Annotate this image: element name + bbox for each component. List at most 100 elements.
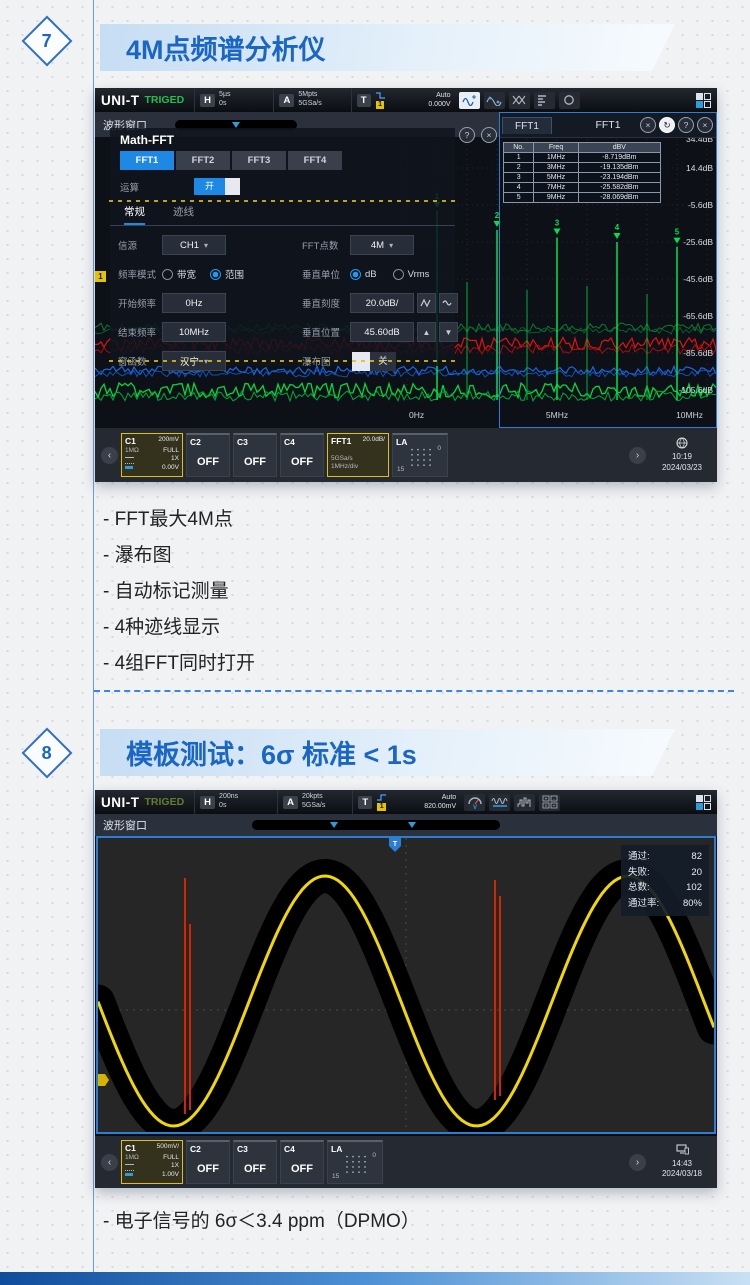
la-card[interactable]: LA 0 15	[392, 433, 448, 477]
trigger-status: TRIGED	[144, 796, 185, 808]
channel3-card[interactable]: C3 OFF	[233, 433, 277, 477]
xy-display-icon[interactable]	[508, 91, 530, 109]
histogram-icon[interactable]	[514, 793, 536, 811]
vunit-vrms-radio[interactable]: Vrms	[392, 268, 429, 280]
scope2-channel-bar: C1 500mV/ 1MΩ FULL 1X 1.00V C2 OFF C3 OFF C4…	[95, 1136, 717, 1188]
acquire-settings-block[interactable]: A 20kpts 5GSa/s	[277, 790, 330, 814]
waveform-gen-icon[interactable]	[489, 793, 511, 811]
end-freq-field[interactable]: 10MHz	[162, 322, 226, 342]
la-low: 0	[372, 1152, 376, 1159]
memory-depth-value: 20kpts	[302, 793, 323, 801]
c4-off-label: OFF	[291, 456, 313, 468]
fft1-tab[interactable]: FFT1	[502, 116, 552, 134]
horizontal-scrollbar[interactable]	[252, 820, 500, 830]
ground-level-icon	[125, 466, 133, 470]
svg-text:34.4dB: 34.4dB	[686, 134, 713, 144]
network-clock-icon	[676, 437, 688, 449]
fft1-close-icon[interactable]	[640, 117, 656, 133]
waveform-window-close-icon[interactable]	[481, 127, 497, 143]
fft1-refresh-icon[interactable]	[659, 117, 675, 133]
horizontal-settings-block[interactable]: H 200ns 0s	[194, 790, 243, 814]
scroll-position-marker[interactable]	[232, 121, 240, 128]
vertical-pos-field[interactable]: 45.60dB	[350, 322, 414, 342]
tab-fft2[interactable]: FFT2	[176, 151, 230, 170]
channel4-card[interactable]: C4 OFF	[280, 1140, 324, 1184]
svg-text:14.4dB: 14.4dB	[686, 163, 713, 173]
fft1-close2-icon[interactable]	[697, 117, 713, 133]
channel-bar-left-icon[interactable]	[101, 1153, 118, 1171]
channel-bar-left-icon[interactable]	[101, 446, 118, 464]
trigger-settings-block[interactable]: T 1	[350, 88, 391, 112]
operation-toggle[interactable]: 开	[194, 178, 240, 195]
scope2-display-area: 波形窗口 T 通过: 82 失败: 20 总数: 102 通过率: 80%	[95, 814, 717, 1136]
math-functions-icon[interactable]: + - × ÷	[539, 793, 561, 811]
vertical-scale-label: 垂直刻度	[302, 299, 341, 310]
t-key: T	[356, 93, 371, 107]
position-down-icon[interactable]: ▼	[439, 322, 458, 342]
fft-card-div: 1MHz/div	[331, 463, 359, 471]
cursor-measure-icon[interactable]	[458, 91, 480, 109]
mask-test-waveform: T	[98, 838, 714, 1132]
channel2-card[interactable]: C2 OFF	[186, 1140, 230, 1184]
channel4-card[interactable]: C4 OFF	[280, 433, 324, 477]
dvm-gauge-icon[interactable]: V	[464, 793, 486, 811]
stat-row: 通过率: 80%	[628, 896, 702, 912]
waterfall-label: 瀑布图	[302, 357, 331, 368]
ch1-position-marker[interactable]: 1	[95, 271, 106, 282]
freq-mode-bandwidth-radio[interactable]: 带宽	[162, 267, 196, 281]
stat-label: 通过:	[628, 851, 650, 862]
channel3-card[interactable]: C3 OFF	[233, 1140, 277, 1184]
scale-coarse-icon[interactable]	[417, 293, 436, 313]
fft-points-value: 4M	[370, 239, 385, 251]
window-layout-icon[interactable]	[696, 794, 711, 810]
freq-mode-range-radio[interactable]: 范围	[210, 267, 244, 281]
channel1-card[interactable]: C1 200mV 1MΩ FULL 1X 0.00V	[121, 433, 183, 477]
subtab-normal[interactable]: 常规	[124, 204, 145, 225]
bullet-item: - 4种迹线显示	[103, 617, 221, 638]
channel2-card[interactable]: C2 OFF	[186, 433, 230, 477]
clock-block: 10:19 2024/03/23	[653, 437, 711, 473]
subtab-trace[interactable]: 迹线	[173, 206, 194, 218]
tab-fft3[interactable]: FFT3	[232, 151, 286, 170]
t-key: T	[358, 795, 373, 809]
horizontal-settings-block[interactable]: H 5µs 0s	[194, 88, 235, 112]
footer-gradient-bar	[0, 1272, 750, 1285]
fft1-help-icon[interactable]	[678, 117, 694, 133]
freq-mode-label: 频率模式	[118, 270, 157, 281]
coupling-icon	[125, 457, 134, 465]
window-layout-icon[interactable]	[696, 92, 711, 108]
trigger-settings-block[interactable]: T 1	[352, 790, 392, 814]
position-up-icon[interactable]: ▲	[417, 322, 436, 342]
stat-label: 总数:	[628, 882, 650, 894]
timebase-value: 5µs	[219, 91, 231, 99]
vunit-db-radio[interactable]: dB	[350, 268, 377, 280]
start-freq-field[interactable]: 0Hz	[162, 293, 226, 313]
section-8-header: 模板测试：6σ 标准 < 1s	[100, 729, 675, 776]
search-icon[interactable]	[558, 91, 580, 109]
measure-list-icon[interactable]	[533, 91, 555, 109]
vertical-scale-field[interactable]: 20.0dB/	[350, 293, 414, 313]
scroll-marker-1[interactable]	[330, 822, 338, 828]
scroll-marker-2[interactable]	[408, 822, 416, 828]
fft-points-select[interactable]: 4M	[350, 235, 414, 255]
tab-fft1[interactable]: FFT1	[120, 151, 174, 170]
waveform-window-help-icon[interactable]	[459, 127, 475, 143]
tab-fft4[interactable]: FFT4	[288, 151, 342, 170]
channel-bar-right-icon[interactable]	[629, 1153, 646, 1171]
date-value: 2024/03/18	[661, 1169, 703, 1179]
fft-points-label: FFT点数	[302, 241, 339, 252]
channel-bar-right-icon[interactable]	[629, 446, 646, 464]
scale-fine-icon[interactable]	[439, 293, 458, 313]
source-select[interactable]: CH1	[162, 235, 226, 255]
acquire-settings-block[interactable]: A 5Mpts 5GSa/s	[273, 88, 326, 112]
c1-offset: 1.00V	[162, 1171, 179, 1179]
date-value: 2024/03/23	[661, 462, 703, 472]
fft1-card[interactable]: FFT1 20.0dB/ 5GSa/s 1MHz/div	[327, 433, 389, 477]
rising-edge-icon	[377, 794, 387, 801]
waveform-nodes-icon[interactable]	[483, 91, 505, 109]
radio-icon	[162, 268, 173, 280]
channel1-card[interactable]: C1 500mV/ 1MΩ FULL 1X 1.00V	[121, 1140, 183, 1184]
la-card[interactable]: LA 0 15	[327, 1140, 383, 1184]
horizontal-scrollbar[interactable]	[175, 119, 297, 130]
